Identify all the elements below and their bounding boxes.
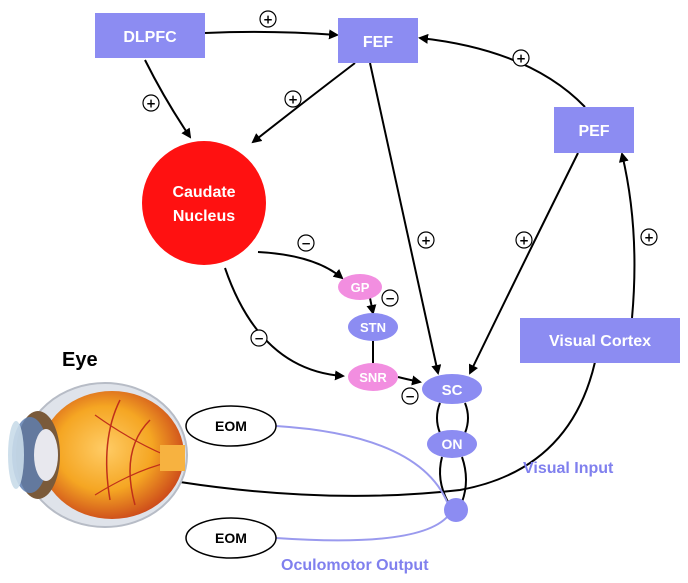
oculomotor-line-bottom [275, 515, 449, 542]
eye-illustration: Eye [8, 349, 188, 528]
arrow-visual-cortex-to-pef [618, 152, 636, 319]
arrow-pef-to-fef [418, 33, 586, 108]
sign-minus-caudate-snr: − [250, 329, 268, 347]
dlpfc-label: DLPFC [123, 29, 177, 46]
svg-text:+: + [146, 97, 156, 111]
svg-text:−: − [301, 237, 311, 251]
caudate-label-line1: Caudate [172, 184, 235, 201]
fef-label: FEF [363, 34, 393, 51]
svg-text:+: + [644, 231, 654, 245]
sign-minus-caudate-gp: − [297, 234, 315, 252]
sign-plus-visual-cortex-pef: + [640, 228, 658, 246]
node-caudate-nucleus: Caudate Nucleus [142, 141, 266, 265]
eom-top-label: EOM [215, 418, 247, 434]
link-sc-on-left [436, 402, 441, 434]
arrow-caudate-to-snr [224, 267, 345, 381]
node-visual-cortex: Visual Cortex [520, 318, 680, 363]
svg-text:+: + [288, 93, 298, 107]
oculomotor-output-label: Oculomotor Output [281, 557, 429, 574]
eom-bottom-label: EOM [215, 530, 247, 546]
arrow-gp-to-stn [366, 297, 377, 315]
sign-plus-dlpfc-fef: + [259, 10, 277, 28]
node-dlpfc: DLPFC [95, 13, 205, 58]
svg-text:−: − [385, 292, 395, 306]
caudate-label-line2: Nucleus [173, 208, 235, 225]
sign-plus-pef-sc: + [515, 231, 533, 249]
node-snr: SNR [348, 363, 398, 391]
svg-text:+: + [519, 234, 529, 248]
arrow-dlpfc-to-fef [204, 29, 339, 40]
arrow-pef-to-sc [468, 152, 579, 375]
node-sc: SC [422, 374, 482, 404]
sign-plus-pef-fef: + [512, 49, 530, 67]
sign-plus-dlpfc-caudate: + [142, 94, 160, 112]
node-oculomotor-output [444, 498, 468, 522]
sc-label: SC [442, 382, 463, 399]
sign-plus-fef-caudate: + [284, 90, 302, 108]
link-sc-on-right [464, 402, 469, 434]
oculomotor-line-top [275, 425, 449, 505]
svg-text:−: − [405, 390, 415, 404]
sign-minus-gp-stn: − [381, 289, 399, 307]
svg-text:−: − [254, 332, 264, 346]
pef-label: PEF [578, 123, 609, 140]
sign-minus-snr-sc: − [401, 387, 419, 405]
node-fef: FEF [338, 18, 418, 63]
arrow-caudate-to-gp [257, 251, 344, 280]
visual-input-label: Visual Input [523, 460, 614, 477]
node-eom-top: EOM [185, 405, 277, 447]
node-eom-bottom: EOM [185, 517, 277, 559]
link-on-output-right [461, 456, 467, 503]
on-label: ON [442, 436, 463, 452]
svg-text:+: + [516, 52, 526, 66]
signs: + + + + + + + − − − − [142, 10, 658, 405]
node-on: ON [427, 430, 477, 458]
arrow-snr-to-sc [397, 375, 422, 386]
arrow-dlpfc-to-caudate [144, 59, 192, 139]
gp-label: GP [351, 280, 370, 295]
node-stn: STN [348, 313, 398, 341]
arrow-fef-to-caudate [251, 62, 356, 144]
svg-text:+: + [421, 234, 431, 248]
svg-text:+: + [263, 13, 273, 27]
visual-input-pathway [179, 361, 596, 497]
eye-label: Eye [62, 349, 98, 371]
node-pef: PEF [554, 107, 634, 153]
sign-plus-fef-sc: + [417, 231, 435, 249]
visual-cortex-label: Visual Cortex [549, 333, 651, 350]
stn-label: STN [360, 320, 386, 335]
snr-label: SNR [359, 370, 387, 385]
node-gp: GP [338, 274, 382, 300]
arrow-fef-to-sc [369, 62, 442, 375]
